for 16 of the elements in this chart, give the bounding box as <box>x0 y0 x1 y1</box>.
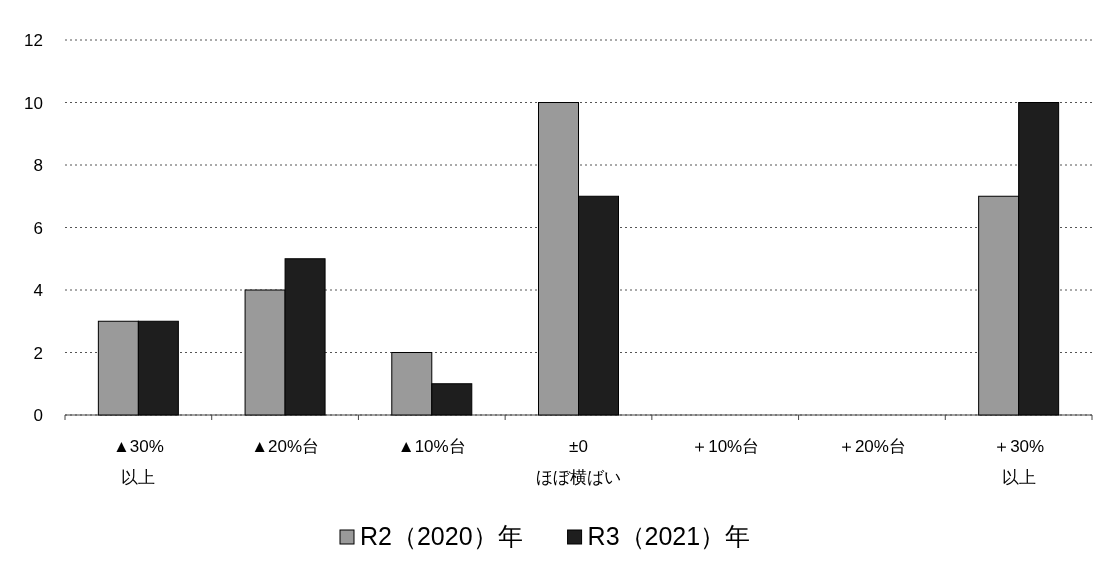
y-tick-label: 2 <box>33 343 43 363</box>
y-tick-label: 6 <box>33 218 43 238</box>
legend-label: R2（2020）年 <box>360 522 523 550</box>
x-tick-label: ＋20%台 <box>837 437 906 456</box>
x-tick-label: ▲30% 以上 <box>112 437 164 487</box>
x-tick-label: ▲10%台 <box>397 437 466 456</box>
y-tick-label: 12 <box>24 31 43 50</box>
x-tick-label: ＋30% 以上 <box>993 437 1045 487</box>
y-tick-label: 8 <box>33 156 43 175</box>
legend-label: R3（2021）年 <box>587 522 751 550</box>
y-tick-label: 10 <box>24 93 43 113</box>
y-tick-label: 0 <box>33 406 43 425</box>
x-tick-label: ＋10%台 <box>691 437 760 456</box>
y-tick-label: 4 <box>33 281 43 300</box>
x-tick-label: ▲20%台 <box>251 437 319 456</box>
x-tick-label: ±0 ほぼ横ばい <box>536 437 621 487</box>
